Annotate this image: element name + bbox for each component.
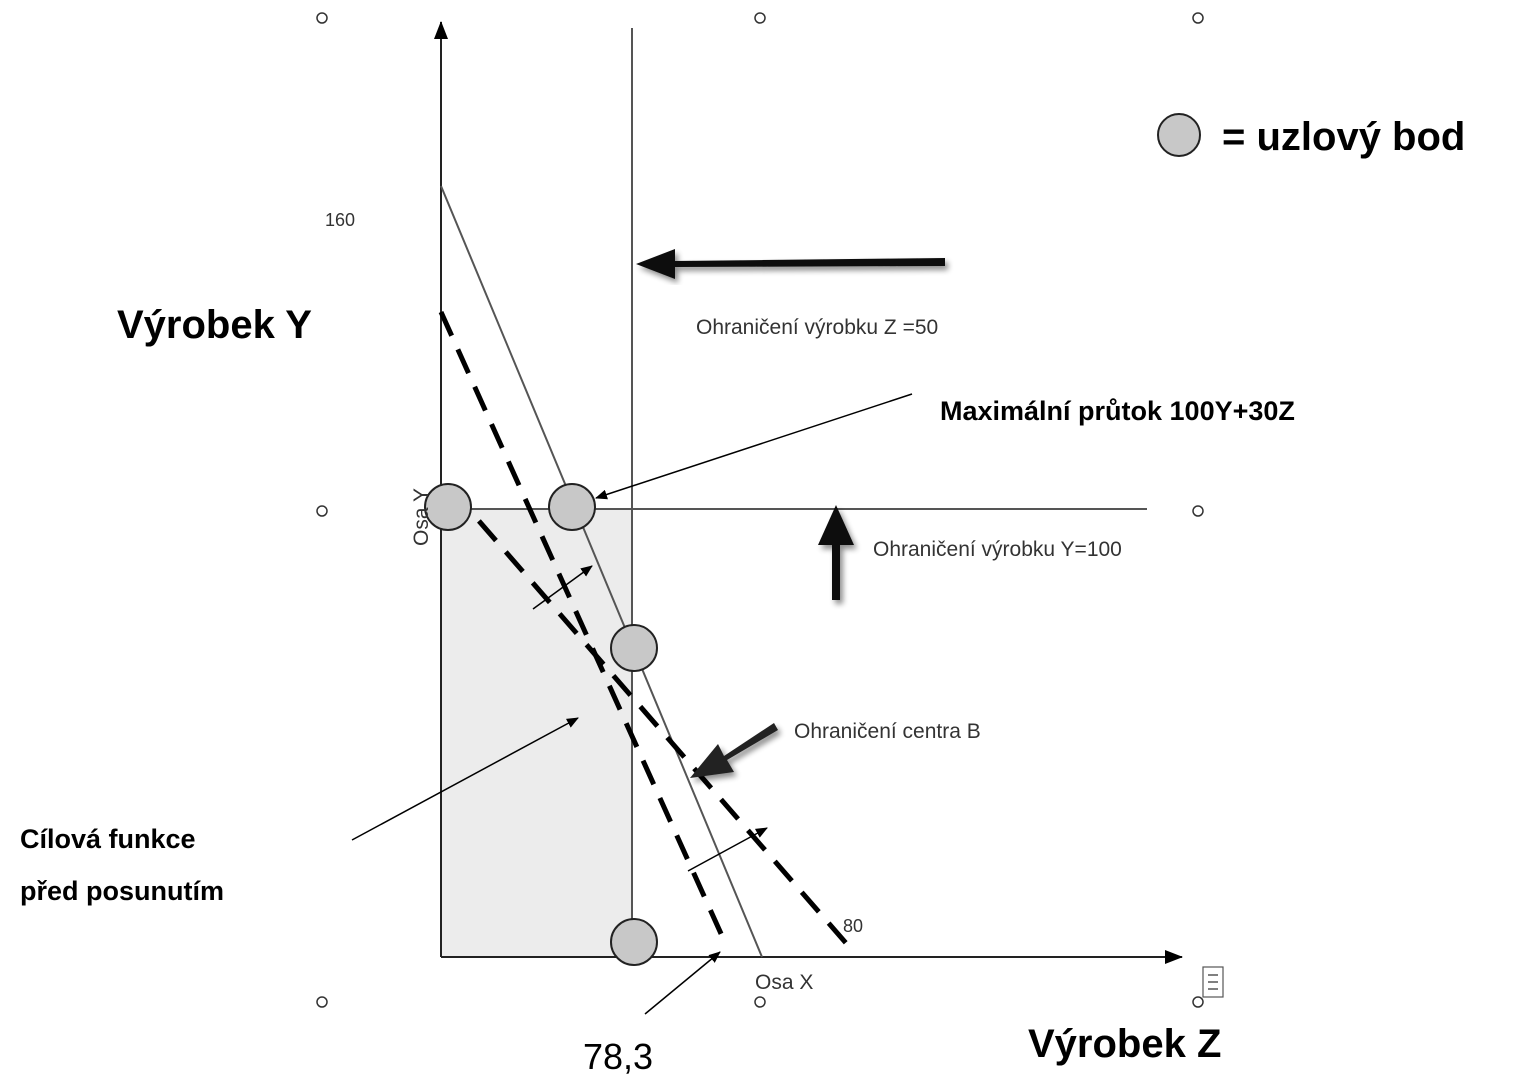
node-point: [610, 624, 658, 672]
thick-arrow-left: [636, 249, 945, 279]
tick-label-80: 80: [843, 916, 863, 936]
pointer-objective: [351, 717, 579, 841]
legend: = uzlový bod: [1157, 113, 1465, 159]
node-point: [610, 918, 658, 966]
legend-label: = uzlový bod: [1222, 115, 1465, 159]
pointer-max-flow: [595, 393, 913, 500]
objective-label-line2: před posunutím: [20, 876, 224, 906]
objective-line-after: [450, 488, 854, 952]
thick-arrow-diagonal: [690, 723, 778, 778]
constraint-y-label: Ohraničení výrobku Y=100: [873, 538, 1122, 561]
tick-label-160: 160: [325, 210, 355, 230]
pointer-783: [644, 951, 721, 1015]
shift-arrow-1: [532, 565, 593, 610]
objective-label-line1: Cílová funkce: [20, 824, 196, 854]
product-z-label: Výrobek Z: [1028, 1022, 1221, 1066]
max-flow-label: Maximální průtok 100Y+30Z: [940, 396, 1295, 426]
node-points: [424, 483, 658, 966]
feasible-region: [441, 509, 632, 957]
selection-handles: [316, 12, 1204, 1008]
thick-arrow-up: [818, 505, 854, 600]
constraint-b-label: Ohraničení centra B: [794, 720, 981, 743]
axis-x-label: Osa X: [755, 971, 813, 994]
legend-node-icon: [1157, 113, 1201, 157]
constraint-z-label: Ohraničení výrobku Z =50: [696, 316, 938, 339]
node-point: [424, 483, 472, 531]
node-point: [548, 483, 596, 531]
formula-icon: [1202, 966, 1224, 998]
product-y-label: Výrobek Y: [117, 303, 312, 347]
shift-arrow-2: [687, 827, 768, 872]
objective-line-before: [438, 310, 730, 949]
constraint-b-line: [440, 185, 763, 958]
value-label-783: 78,3: [583, 1036, 653, 1074]
axis-y-label: Osa Y: [410, 488, 433, 546]
